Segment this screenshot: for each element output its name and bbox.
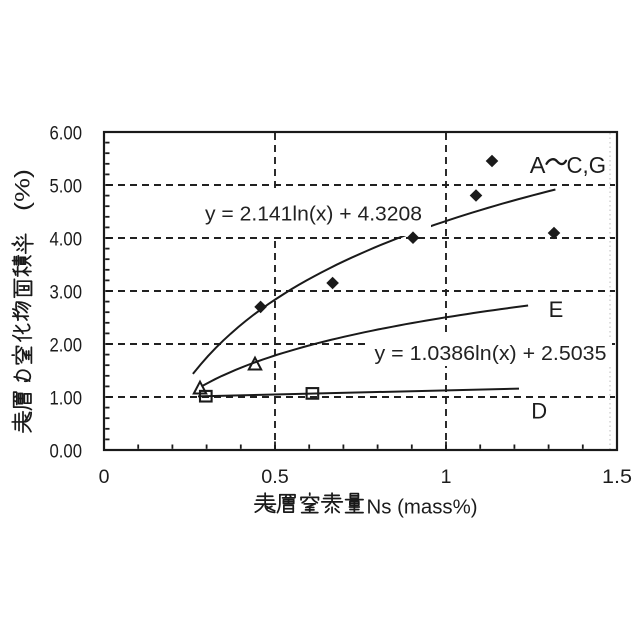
- svg-text:D: D: [531, 398, 547, 423]
- svg-text:1.5: 1.5: [602, 466, 632, 488]
- svg-text:y = 1.0386ln(x) + 2.5035: y = 1.0386ln(x) + 2.5035: [375, 343, 607, 365]
- svg-text:1.00: 1.00: [50, 387, 83, 409]
- svg-text:3.00: 3.00: [50, 281, 83, 303]
- svg-text:(%): (%): [12, 169, 35, 211]
- svg-text:C,G: C,G: [567, 152, 607, 178]
- svg-text:Ns (mass%): Ns (mass%): [367, 496, 478, 519]
- svg-text:4.00: 4.00: [50, 228, 83, 250]
- svg-text:2.00: 2.00: [50, 334, 83, 356]
- svg-text:E: E: [549, 297, 564, 322]
- svg-text:y = 2.141ln(x) + 4.3208: y = 2.141ln(x) + 4.3208: [205, 204, 422, 226]
- svg-text:0: 0: [99, 466, 110, 488]
- svg-text:6.00: 6.00: [50, 122, 83, 144]
- svg-text:0.00: 0.00: [50, 440, 83, 462]
- svg-text:5.00: 5.00: [50, 175, 83, 197]
- svg-text:A: A: [530, 152, 546, 178]
- svg-text:1: 1: [441, 466, 452, 488]
- svg-text:0.5: 0.5: [261, 466, 289, 488]
